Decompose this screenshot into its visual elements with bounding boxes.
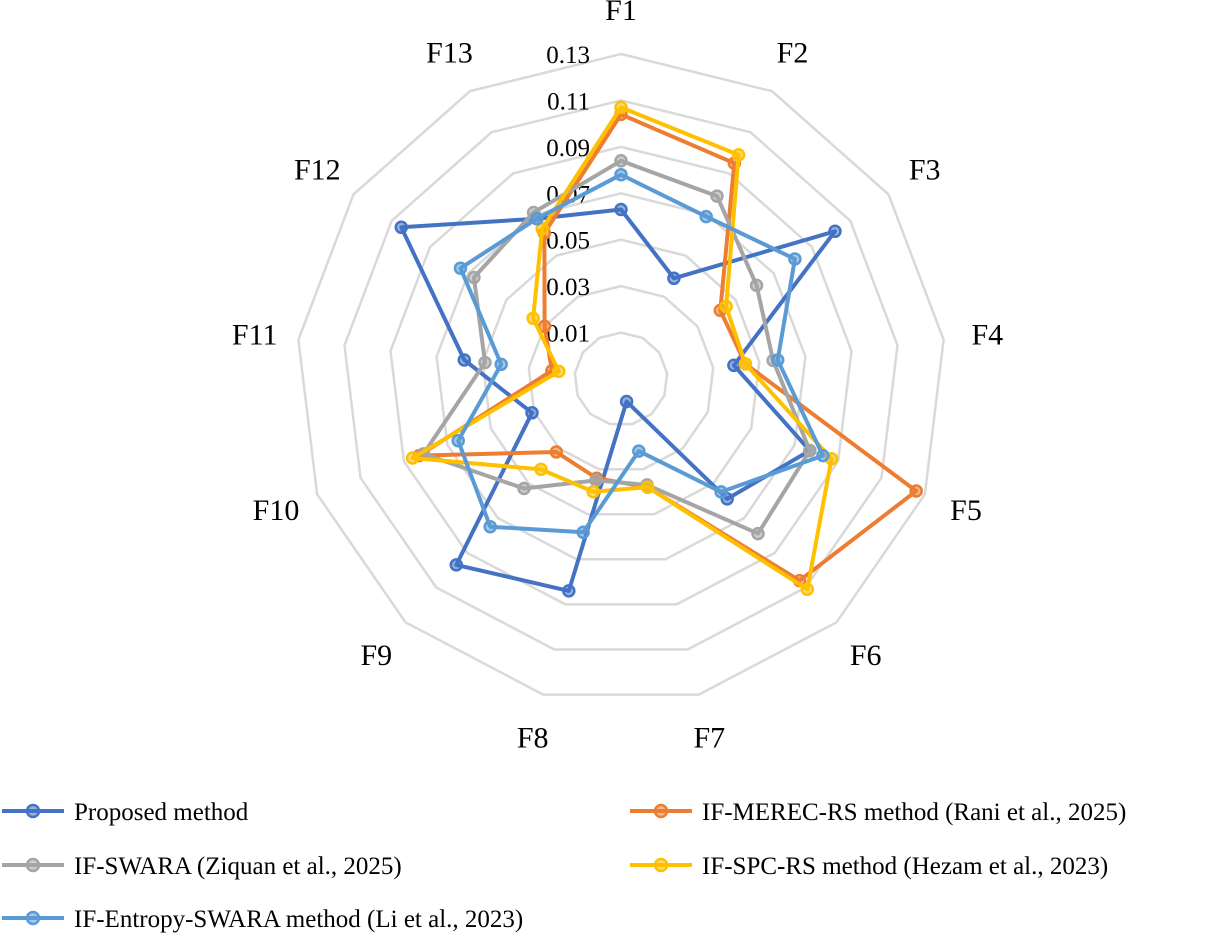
series-4: [451, 167, 830, 540]
data-point: [614, 100, 628, 115]
data-point: [667, 271, 681, 286]
axis-label-f9: F9: [360, 639, 392, 672]
data-point: [405, 451, 420, 465]
data-point: [751, 526, 765, 541]
legend-swatch-marker: [25, 910, 41, 926]
data-point: [788, 252, 802, 266]
legend-label: IF-Entropy-SWARA method (Li et al., 2023…: [74, 906, 523, 933]
data-point: [719, 299, 733, 314]
data-point: [770, 353, 785, 367]
data-point: [453, 261, 468, 275]
series-3: [405, 100, 839, 597]
data-point: [828, 224, 842, 239]
tick-label: 0.05: [546, 228, 590, 255]
axis-label-f4: F4: [971, 319, 1003, 352]
data-point: [800, 582, 815, 597]
data-point: [576, 525, 590, 540]
axis-label-f5: F5: [950, 494, 982, 527]
data-point: [494, 357, 508, 372]
data-point: [552, 364, 566, 379]
data-point: [478, 355, 492, 370]
data-point: [710, 189, 724, 203]
data-point: [451, 433, 465, 448]
axis-label-f2: F2: [777, 36, 809, 69]
tick-label: 0.09: [546, 135, 590, 162]
legend-swatch-marker: [653, 857, 669, 873]
data-point: [714, 485, 728, 499]
data-point: [549, 445, 564, 459]
legend-label: IF-SPC-RS method (Hezam et al., 2023): [702, 853, 1108, 880]
data-point: [526, 311, 540, 326]
axis-label-f3: F3: [909, 153, 941, 186]
legend: Proposed method IF-MEREC-RS method (Rani …: [2, 799, 1126, 933]
data-point: [530, 211, 544, 226]
data-point: [449, 558, 464, 572]
legend-swatch-marker: [25, 803, 41, 819]
grid-ring-3: [435, 192, 807, 561]
series-1: [412, 107, 923, 588]
data-point: [394, 220, 409, 235]
axis-label-f13: F13: [426, 36, 473, 69]
axis-label-f8: F8: [517, 721, 549, 754]
radar-grid: [297, 52, 945, 696]
legend-item-1[interactable]: IF-MEREC-RS method (Rani et al., 2025): [630, 799, 1126, 826]
tick-label: 0.01: [546, 321, 590, 348]
axis-label-f1: F1: [605, 0, 637, 27]
data-point: [614, 167, 628, 182]
series-plot-area: [394, 100, 923, 598]
legend-label: Proposed method: [74, 799, 249, 826]
tick-label: 0.03: [546, 274, 590, 301]
grid-ring-4: [389, 145, 853, 606]
data-point: [614, 154, 628, 168]
data-point: [614, 202, 628, 217]
data-point: [803, 443, 817, 458]
tick-label: 0.13: [546, 42, 590, 69]
axis-label-f12: F12: [294, 153, 341, 186]
data-point: [586, 484, 600, 499]
data-point: [619, 394, 634, 409]
data-point: [534, 462, 548, 477]
grid-ring-6: [297, 52, 945, 696]
legend-swatch-marker: [653, 803, 669, 819]
data-point: [909, 484, 923, 498]
data-point: [483, 519, 497, 534]
grid-ring-5: [343, 99, 899, 651]
data-point: [517, 481, 531, 496]
data-point: [640, 480, 655, 494]
legend-item-4[interactable]: IF-Entropy-SWARA method (Li et al., 2023…: [2, 906, 523, 933]
axis-label-f6: F6: [850, 639, 882, 672]
data-point: [457, 353, 472, 367]
data-point: [535, 222, 549, 236]
series-line: [410, 105, 834, 592]
data-point: [727, 358, 741, 373]
tick-label: 0.11: [547, 88, 590, 115]
legend-label: IF-MEREC-RS method (Rani et al., 2025): [702, 799, 1126, 826]
data-point: [816, 448, 830, 463]
legend-item-0[interactable]: Proposed method: [2, 799, 249, 826]
axis-label-f7: F7: [693, 721, 725, 754]
series-line: [456, 172, 825, 535]
data-point: [699, 209, 713, 224]
data-point: [632, 444, 646, 458]
legend-swatch-marker: [25, 857, 41, 873]
legend-item-2[interactable]: IF-SWARA (Ziquan et al., 2025): [2, 853, 402, 880]
data-point: [738, 357, 753, 371]
data-point: [562, 584, 576, 598]
data-point: [749, 278, 764, 293]
category-axis-labels: F1 F2 F3 F4 F5 F6 F7 F8 F9 F10 F11 F12 F13: [232, 0, 1003, 754]
data-point: [525, 406, 539, 420]
data-point: [467, 270, 481, 285]
axis-label-f11: F11: [232, 319, 278, 352]
data-point: [731, 148, 746, 162]
legend-label: IF-SWARA (Ziquan et al., 2025): [74, 853, 402, 880]
data-point: [589, 473, 603, 488]
grid-ring-2: [481, 238, 761, 516]
radial-tick-labels: 0.010.030.050.070.090.110.13: [546, 42, 590, 348]
axis-label-f10: F10: [253, 494, 300, 527]
legend-item-3[interactable]: IF-SPC-RS method (Hezam et al., 2023): [630, 853, 1108, 880]
series-line: [421, 158, 812, 536]
